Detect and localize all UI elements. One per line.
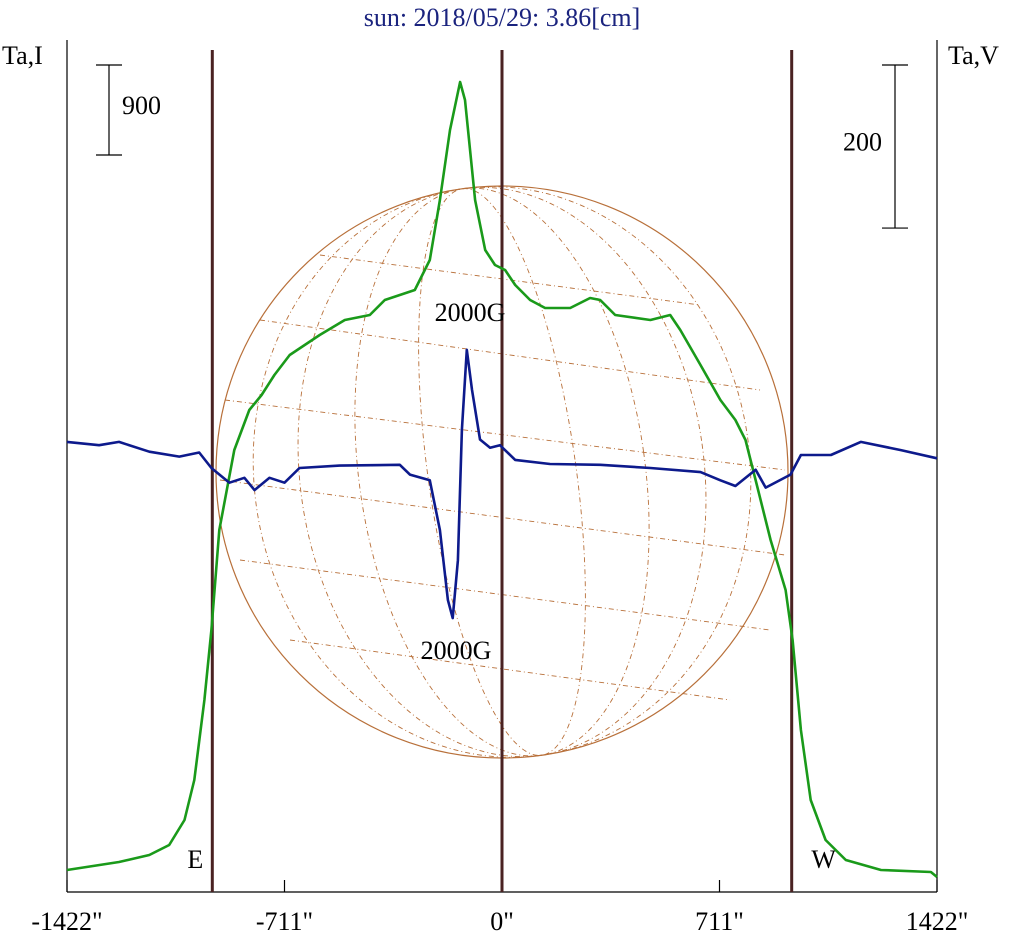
- x-tick-label: 711": [695, 907, 744, 936]
- annotation: 2000G: [435, 298, 506, 327]
- series-line: [66, 348, 938, 620]
- chart-title: sun: 2018/05/29: 3.86[cm]: [364, 3, 641, 32]
- scale-bar-label: 900: [122, 91, 161, 120]
- x-tick-label: -711": [256, 907, 313, 936]
- annotation: 2000G: [421, 636, 492, 665]
- limb-label: W: [811, 845, 836, 874]
- y-axis-label: Ta,I: [2, 41, 43, 70]
- y2-axis-label: Ta,V: [948, 41, 999, 70]
- series-line: [66, 80, 938, 879]
- x-tick-label: -1422": [31, 907, 102, 936]
- scale-bar-label: 200: [843, 127, 882, 156]
- x-tick-label: 1422": [906, 907, 969, 936]
- x-tick-label: 0": [490, 907, 514, 936]
- limb-label: E: [187, 845, 203, 874]
